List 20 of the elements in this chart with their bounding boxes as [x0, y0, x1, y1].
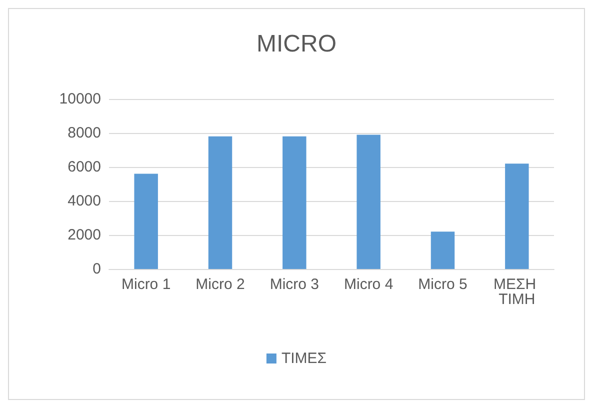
x-tick-label: Micro 4: [344, 276, 394, 293]
bar: [134, 174, 158, 269]
y-tick-label: 6000: [68, 158, 101, 176]
x-tick-label: Micro 5: [418, 276, 468, 293]
y-tick-label: 4000: [68, 192, 101, 210]
bar: [505, 164, 529, 269]
x-tick-label: Micro 3: [270, 276, 320, 293]
y-tick-label: 8000: [68, 124, 101, 142]
chart-title: MICRO: [256, 30, 336, 58]
bar: [430, 232, 455, 269]
x-tick-label: Micro 2: [196, 276, 245, 293]
y-tick-label: 2000: [68, 226, 101, 244]
legend-label: ΤΙΜΕΣ: [281, 350, 327, 367]
x-tick-label: Micro 1: [121, 276, 171, 293]
y-tick-label: 10000: [59, 90, 101, 108]
bar: [208, 136, 232, 269]
bar: [356, 134, 380, 269]
bar: [282, 136, 306, 269]
x-tick-label: ΜΕΣΗ ΤΙΜΗ: [494, 276, 540, 308]
y-tick-label: 0: [92, 260, 101, 278]
